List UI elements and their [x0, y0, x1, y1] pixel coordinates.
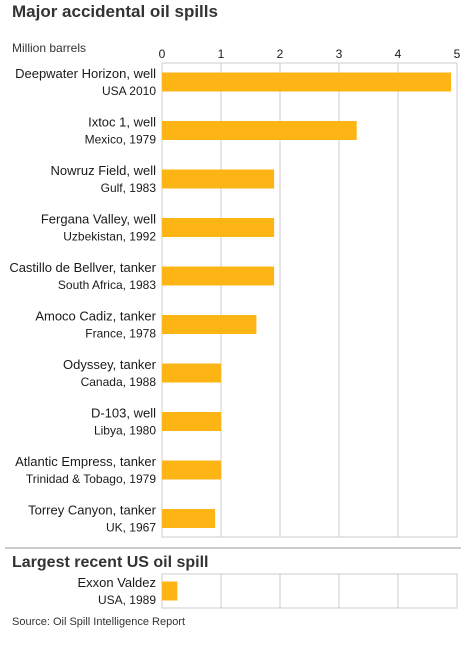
bar [162, 315, 257, 334]
bar-label-name: Ixtoc 1, well [88, 115, 156, 130]
bar [162, 121, 357, 140]
bar [162, 218, 275, 237]
bar-label-name: Deepwater Horizon, well [15, 66, 156, 81]
bar [162, 169, 275, 189]
bar-label-detail: UK, 1967 [106, 521, 156, 535]
x-tick-label: 4 [395, 47, 402, 61]
bar-label-name: Torrey Canyon, tanker [28, 503, 157, 518]
bar-label-name: Odyssey, tanker [63, 357, 157, 372]
x-tick-label: 3 [336, 47, 343, 61]
chart-title: Major accidental oil spills [12, 2, 218, 21]
units-label: Million barrels [12, 41, 87, 55]
bar-label-detail: Gulf, 1983 [101, 181, 157, 195]
bar [162, 72, 452, 92]
bar [162, 412, 221, 431]
bar-label-name: Atlantic Empress, tanker [15, 454, 157, 469]
bar-label-name: Nowruz Field, well [51, 163, 157, 178]
x-tick-label: 1 [218, 47, 225, 61]
bar [162, 581, 178, 601]
bar-label-detail: France, 1978 [85, 327, 156, 341]
bar-label-name: Amoco Cadiz, tanker [35, 309, 156, 324]
bar-label-name: Fergana Valley, well [41, 212, 156, 227]
bar-label-detail: Canada, 1988 [81, 375, 157, 389]
x-tick-label: 0 [159, 47, 166, 61]
x-tick-label: 2 [277, 47, 284, 61]
bar-label-detail: Trinidad & Tobago, 1979 [26, 472, 156, 486]
bar-label-detail: USA 2010 [102, 84, 156, 98]
bar-label-detail: Uzbekistan, 1992 [63, 230, 156, 244]
bar-label-detail: USA, 1989 [98, 593, 156, 607]
x-tick-label: 5 [454, 47, 461, 61]
plot-frame-1 [161, 573, 458, 609]
recent-spill-title: Largest recent US oil spill [12, 554, 209, 571]
bar-label-detail: South Africa, 1983 [58, 278, 156, 292]
bar-label-name: Castillo de Bellver, tanker [9, 260, 156, 275]
source-note: Source: Oil Spill Intelligence Report [12, 616, 186, 628]
bar-label-detail: Libya, 1980 [94, 424, 156, 438]
bar-label-name: Exxon Valdez [77, 575, 156, 590]
bar-label-name: D-103, well [91, 406, 156, 421]
bar-label-detail: Mexico, 1979 [85, 133, 157, 147]
bar [162, 509, 216, 528]
bar [162, 266, 275, 286]
bar [162, 460, 221, 480]
bar [162, 363, 221, 383]
